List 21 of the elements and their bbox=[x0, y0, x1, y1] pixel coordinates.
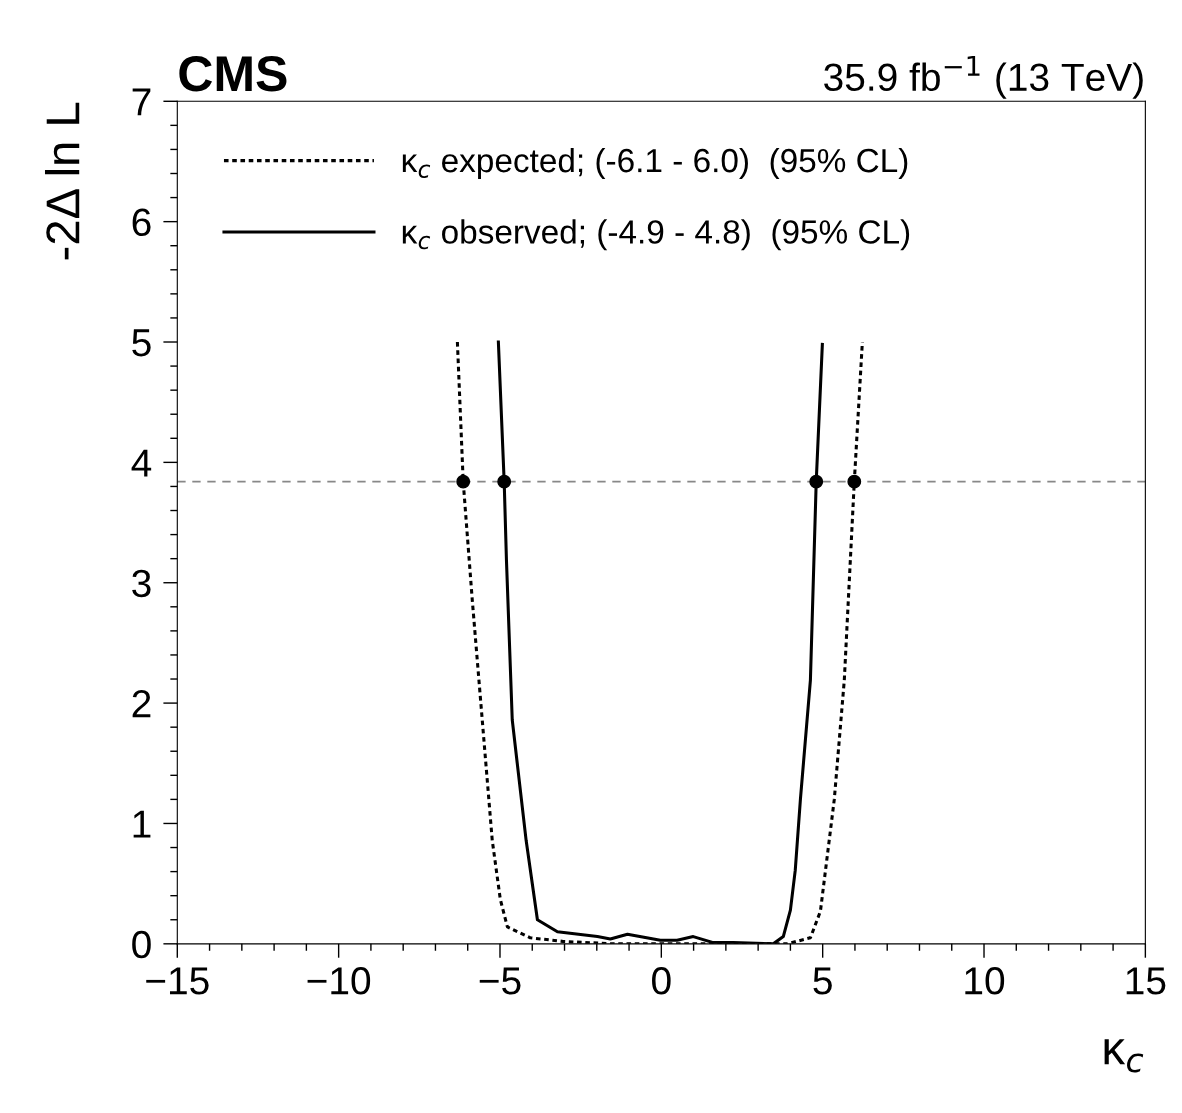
x-axis-title: κ$_{c}$ bbox=[1104, 1039, 1144, 1073]
legend-label: κ$_{c}$ observed; (-4.9 - 4.8) (95% CL) bbox=[402, 219, 910, 251]
x-tick-label: 5 bbox=[813, 967, 832, 995]
y-tick-label: 7 bbox=[132, 88, 151, 116]
x-tick-label: 10 bbox=[965, 967, 1005, 995]
x-tick-label: −5 bbox=[479, 967, 521, 995]
y-tick-label: 1 bbox=[133, 810, 151, 838]
y-tick-label: 6 bbox=[132, 208, 151, 237]
y-axis-title: -2Δ ln L bbox=[44, 102, 80, 260]
y-tick-label: 3 bbox=[132, 569, 151, 598]
x-tick-label: 0 bbox=[652, 967, 671, 995]
y-tick-label: 2 bbox=[132, 690, 151, 718]
y-tick-label: 4 bbox=[131, 449, 152, 477]
x-tick-label: −10 bbox=[307, 967, 371, 995]
x-tick-label: −15 bbox=[146, 967, 209, 995]
y-tick-label: 5 bbox=[132, 329, 151, 357]
y-tick-label: 0 bbox=[132, 930, 151, 959]
legend-label: κ$_{c}$ expected; (-6.1 - 6.0) (95% CL) bbox=[402, 147, 908, 180]
x-tick-label: 15 bbox=[1126, 967, 1166, 995]
chart-subtitle: 35.9 fb$^{−1}$ (13 TeV) bbox=[824, 55, 1143, 99]
chart-title: CMS bbox=[179, 55, 287, 92]
